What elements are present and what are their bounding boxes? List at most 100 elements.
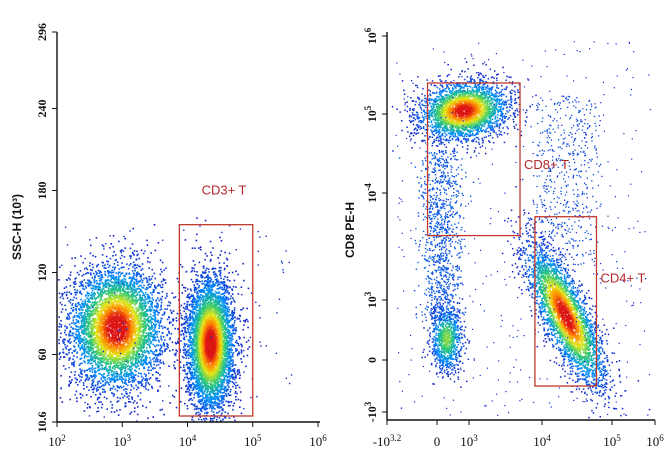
event-dot-left <box>137 330 139 332</box>
event-dot-left <box>140 312 142 314</box>
event-dot-left <box>94 339 96 341</box>
event-dot-left <box>81 306 83 308</box>
event-dot-left <box>133 402 135 404</box>
event-dot-left <box>133 311 135 313</box>
event-dot-left <box>107 378 109 380</box>
event-dot-left <box>106 337 108 339</box>
event-dot-left <box>87 272 89 274</box>
event-dot-left <box>121 282 123 284</box>
event-dot-left <box>91 270 93 272</box>
event-dot-left <box>167 305 169 307</box>
event-dot-left <box>121 367 123 369</box>
event-dot-left <box>152 299 154 301</box>
event-dot-left <box>93 334 95 336</box>
event-dot-left <box>97 382 99 384</box>
event-dot-left <box>141 291 143 293</box>
event-dot-left <box>84 410 86 412</box>
event-dot-left <box>154 224 156 226</box>
event-dot-left <box>99 304 101 306</box>
event-dot-left <box>84 370 86 372</box>
event-dot-left <box>121 393 123 395</box>
event-dot-left <box>160 305 162 307</box>
event-dot-left <box>134 250 136 252</box>
event-dot-left <box>143 314 145 316</box>
event-dot-left <box>75 277 77 279</box>
event-dot-left <box>110 301 112 303</box>
event-dot-left <box>107 264 109 266</box>
event-dot-left <box>133 262 135 264</box>
event-dot-left <box>125 405 127 407</box>
event-dot-left <box>164 308 166 310</box>
event-dot-left <box>133 324 135 326</box>
event-dot-left <box>160 336 162 338</box>
event-dot-left <box>75 342 77 344</box>
event-dot-left <box>144 373 146 375</box>
event-dot-left <box>172 324 174 326</box>
event-dot-left <box>141 305 143 307</box>
event-dot-left <box>117 309 119 311</box>
event-dot-left <box>157 380 159 382</box>
event-dot-left <box>134 301 136 303</box>
event-dot-left <box>120 349 122 351</box>
event-dot-left <box>132 374 134 376</box>
event-dot-left <box>146 379 148 381</box>
event-dot-left <box>90 346 92 348</box>
event-dot-left <box>91 352 93 354</box>
event-dot-left <box>75 308 77 310</box>
event-dot-left <box>159 300 161 302</box>
event-dot-left <box>73 364 75 366</box>
event-dot-left <box>136 318 138 320</box>
event-dot-left <box>147 244 149 246</box>
event-dot-left <box>80 270 82 272</box>
event-dot-left <box>81 316 83 318</box>
event-dot-left <box>65 346 67 348</box>
event-dot-left <box>95 355 97 357</box>
event-dot-left <box>132 311 134 313</box>
event-dot-left <box>151 325 153 327</box>
event-dot-left <box>158 327 160 329</box>
event-dot-left <box>124 370 126 372</box>
event-dot-left <box>158 364 160 366</box>
event-dot-left <box>130 257 132 259</box>
event-dot-left <box>101 347 103 349</box>
event-dot-left <box>154 339 156 341</box>
event-dot-left <box>142 363 144 365</box>
event-dot-left <box>93 360 95 362</box>
event-dot-left <box>152 297 154 299</box>
event-dot-left <box>100 291 102 293</box>
event-dot-left <box>127 333 129 335</box>
event-dot-left <box>96 286 98 288</box>
event-dot-left <box>123 278 125 280</box>
event-dot-left <box>146 294 148 296</box>
event-dot-left <box>79 376 81 378</box>
event-dot-left <box>65 368 67 370</box>
event-dot-left <box>148 316 150 318</box>
event-dot-left <box>164 350 166 352</box>
event-dot-left <box>138 288 140 290</box>
event-dot-left <box>112 358 114 360</box>
event-dot-left <box>102 321 104 323</box>
event-dot-left <box>149 297 151 299</box>
event-dot-left <box>70 274 72 276</box>
event-dot-left <box>137 414 139 416</box>
event-dot-left <box>85 287 87 289</box>
event-dot-left <box>97 346 99 348</box>
event-dot-left <box>134 370 136 372</box>
event-dot-left <box>133 365 135 367</box>
event-dot-left <box>76 292 78 294</box>
event-dot-left <box>168 332 170 334</box>
event-dot-left <box>139 298 141 300</box>
event-dot-left <box>185 287 187 289</box>
event-dot-left <box>131 397 133 399</box>
event-dot-left <box>109 356 111 358</box>
event-dot-left <box>115 336 117 338</box>
event-dot-left <box>174 368 176 370</box>
event-dot-left <box>142 263 144 265</box>
event-dot-left <box>151 323 153 325</box>
event-dot-left <box>126 316 128 318</box>
event-dot-left <box>87 340 89 342</box>
event-dot-left <box>141 316 143 318</box>
event-dot-left <box>106 287 108 289</box>
event-dot-left <box>112 354 114 356</box>
event-dot-left <box>162 332 164 334</box>
